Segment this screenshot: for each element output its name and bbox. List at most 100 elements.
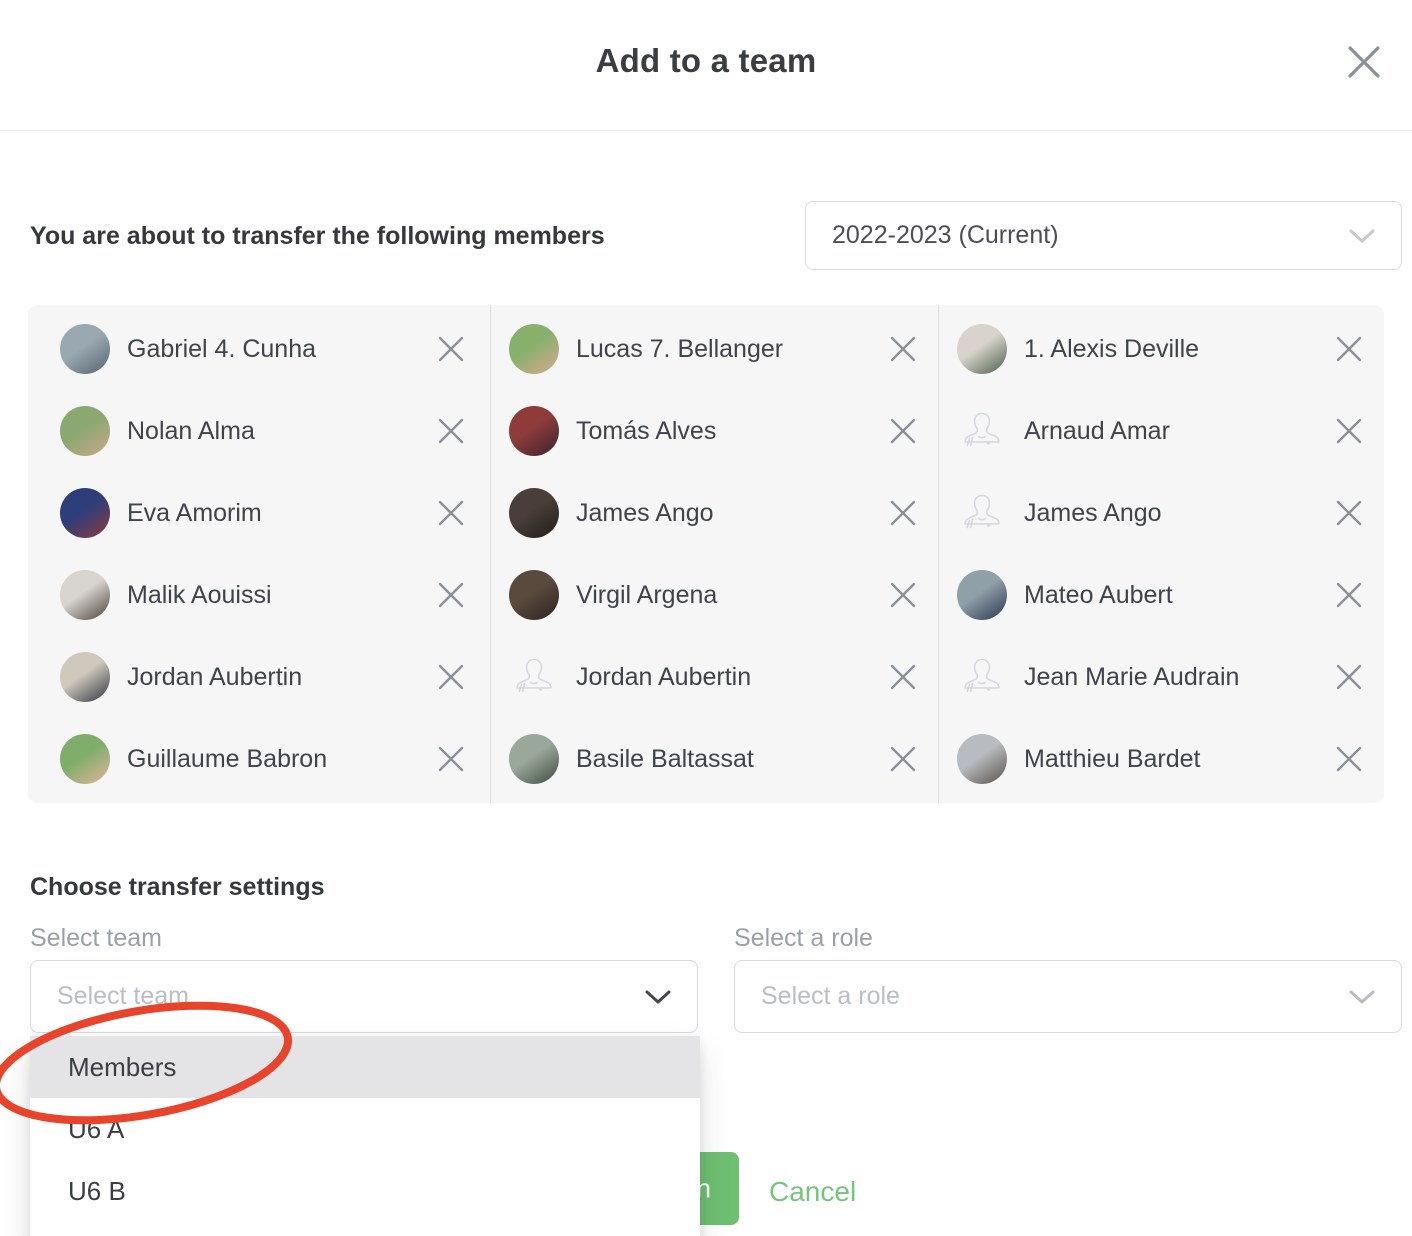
avatar [60,406,110,456]
cancel-button[interactable]: Cancel [769,1176,857,1207]
member-row: Virgil Argena [509,554,920,636]
dropdown-option-u6b[interactable]: U6 B [30,1160,700,1222]
member-name: Lucas 7. Bellanger [576,334,784,363]
avatar [957,488,1007,538]
header-divider [0,130,1412,131]
member-row: Lucas 7. Bellanger [509,308,920,390]
avatar [60,652,110,702]
avatar [60,324,110,374]
avatar [957,406,1007,456]
remove-member-icon[interactable] [1332,496,1366,530]
member-row: Matthieu Bardet [957,718,1366,800]
avatar [509,652,559,702]
avatar [957,324,1007,374]
member-row: Tomás Alves [509,390,920,472]
avatar [957,734,1007,784]
remove-member-icon[interactable] [886,742,920,776]
role-select-placeholder: Select a role [761,982,900,1010]
dropdown-option-members[interactable]: Members [30,1036,700,1098]
members-panel: Gabriel 4. Cunha Nolan Alma Eva Amorim M… [28,305,1384,803]
member-row: Jordan Aubertin [60,636,468,718]
members-column-3: 1. Alexis Deville Arnaud Amar James Ango [938,305,1384,803]
member-name: Gabriel 4. Cunha [127,334,317,363]
member-name: Jordan Aubertin [127,662,303,691]
remove-member-icon[interactable] [886,660,920,694]
member-row: Jean Marie Audrain [957,636,1366,718]
member-row: Eva Amorim [60,472,468,554]
transfer-heading: You are about to transfer the following … [30,222,605,250]
member-name: Virgil Argena [576,580,718,609]
member-row: Nolan Alma [60,390,468,472]
member-name: James Ango [1024,498,1162,527]
member-name: Malik Aouissi [127,580,272,609]
member-row: Malik Aouissi [60,554,468,636]
avatar [957,652,1007,702]
member-row: Basile Baltassat [509,718,920,800]
role-select-label: Select a role [734,924,873,952]
member-row: Jordan Aubertin [509,636,920,718]
remove-member-icon[interactable] [434,742,468,776]
remove-member-icon[interactable] [1332,414,1366,448]
avatar [509,488,559,538]
remove-member-icon[interactable] [1332,660,1366,694]
team-select-label: Select team [30,924,163,952]
chevron-down-icon [645,989,671,1005]
team-select[interactable]: Select team [30,960,698,1033]
modal-header: Add to a team [0,0,1412,130]
settings-heading: Choose transfer settings [30,873,325,901]
dropdown-option-u6a[interactable]: U6 A [30,1098,700,1160]
remove-member-icon[interactable] [886,578,920,612]
remove-member-icon[interactable] [886,414,920,448]
member-name: James Ango [576,498,714,527]
modal-title: Add to a team [595,42,817,79]
chevron-down-icon [1349,228,1375,244]
member-row: Gabriel 4. Cunha [60,308,468,390]
member-name: Nolan Alma [127,416,255,445]
close-icon [1346,44,1382,80]
avatar [60,488,110,538]
members-column-1: Gabriel 4. Cunha Nolan Alma Eva Amorim M… [28,305,490,803]
remove-member-icon[interactable] [434,332,468,366]
member-name: Mateo Aubert [1024,580,1173,609]
avatar [509,406,559,456]
member-row: Arnaud Amar [957,390,1366,472]
member-name: Arnaud Amar [1024,416,1170,445]
member-row: Mateo Aubert [957,554,1366,636]
member-row: James Ango [509,472,920,554]
member-name: Jordan Aubertin [576,662,752,691]
member-name: Guillaume Babron [127,744,328,773]
member-row: James Ango [957,472,1366,554]
members-column-2: Lucas 7. Bellanger Tomás Alves James Ang… [490,305,938,803]
team-select-placeholder: Select team [57,982,190,1010]
chevron-down-icon [1349,989,1375,1005]
member-name: Matthieu Bardet [1024,744,1201,773]
team-dropdown: Members U6 A U6 B [30,1036,700,1236]
member-name: Eva Amorim [127,498,262,527]
remove-member-icon[interactable] [434,578,468,612]
remove-member-icon[interactable] [434,660,468,694]
member-row: 1. Alexis Deville [957,308,1366,390]
avatar [509,324,559,374]
remove-member-icon[interactable] [1332,332,1366,366]
avatar [509,734,559,784]
remove-member-icon[interactable] [434,414,468,448]
member-name: Basile Baltassat [576,744,754,773]
avatar [957,570,1007,620]
season-select-value: 2022-2023 (Current) [832,221,1059,249]
avatar [509,570,559,620]
remove-member-icon[interactable] [434,496,468,530]
avatar [60,734,110,784]
remove-member-icon[interactable] [1332,578,1366,612]
member-name: 1. Alexis Deville [1024,334,1200,363]
season-select[interactable]: 2022-2023 (Current) [805,201,1402,270]
role-select[interactable]: Select a role [734,960,1402,1033]
close-button[interactable] [1342,40,1386,84]
avatar [60,570,110,620]
remove-member-icon[interactable] [1332,742,1366,776]
remove-member-icon[interactable] [886,496,920,530]
member-row: Guillaume Babron [60,718,468,800]
member-name: Tomás Alves [576,416,717,445]
remove-member-icon[interactable] [886,332,920,366]
member-name: Jean Marie Audrain [1024,662,1240,691]
